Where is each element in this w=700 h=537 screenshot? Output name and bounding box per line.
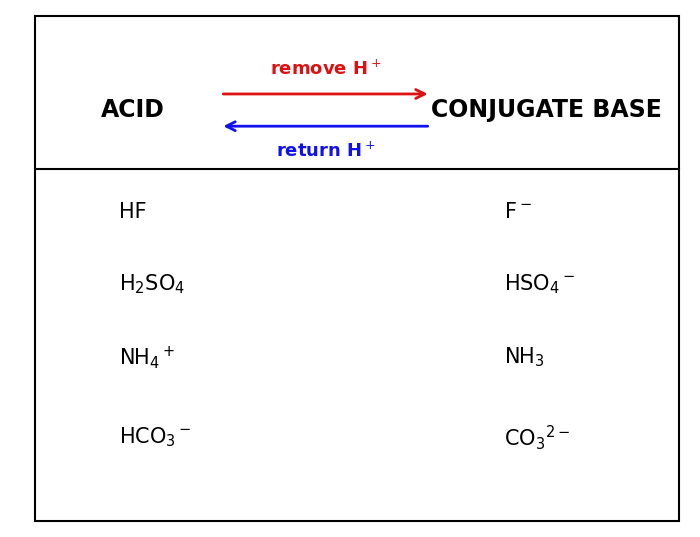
Text: NH$_4$$^+$: NH$_4$$^+$ [119, 344, 176, 371]
Text: return H$^+$: return H$^+$ [276, 142, 375, 161]
Text: NH$_3$: NH$_3$ [504, 345, 545, 369]
Text: remove H$^+$: remove H$^+$ [270, 59, 382, 78]
Text: HSO$_4$$^-$: HSO$_4$$^-$ [504, 273, 575, 296]
Text: F$^-$: F$^-$ [504, 202, 532, 222]
Text: HF: HF [119, 202, 146, 222]
Text: HCO$_3$$^-$: HCO$_3$$^-$ [119, 426, 192, 449]
Text: CONJUGATE BASE: CONJUGATE BASE [430, 98, 662, 122]
Text: ACID: ACID [101, 98, 165, 122]
Text: CO$_3$$^{2-}$: CO$_3$$^{2-}$ [504, 423, 570, 452]
Text: H$_2$SO$_4$: H$_2$SO$_4$ [119, 273, 185, 296]
